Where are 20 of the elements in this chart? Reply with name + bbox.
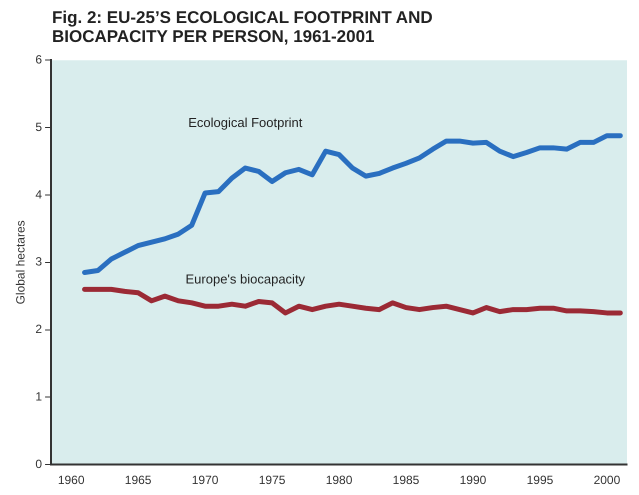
y-tick-label: 6 xyxy=(35,52,42,67)
x-tick-label: 1980 xyxy=(326,473,353,488)
x-tick-label: 2000 xyxy=(594,473,621,488)
y-tick-label: 0 xyxy=(35,456,42,471)
x-tick-label: 1985 xyxy=(392,473,420,488)
y-axis-title: Global hectares xyxy=(14,220,28,304)
y-tick-label: 3 xyxy=(35,254,42,269)
x-tick-label: 1990 xyxy=(460,473,487,488)
series-label: Europe's biocapacity xyxy=(186,271,306,286)
x-tick-label: 1960 xyxy=(58,473,85,488)
x-tick-label: 1975 xyxy=(258,473,286,488)
y-tick-label: 5 xyxy=(35,120,42,134)
x-tick-label: 1965 xyxy=(124,473,152,488)
x-tick-label: 1970 xyxy=(192,473,219,488)
chart-title: Fig. 2: EU-25’S ECOLOGICAL FOOTPRINT AND BIOCAPACITY PER PERSON, 1961-2001 xyxy=(52,8,434,46)
x-tick-label: 1995 xyxy=(526,473,554,488)
y-tick-label: 4 xyxy=(35,187,42,202)
text: Ecological Footprint xyxy=(188,115,303,130)
y-tick-label: 1 xyxy=(35,390,42,404)
y-tick-label: 2 xyxy=(35,322,42,336)
